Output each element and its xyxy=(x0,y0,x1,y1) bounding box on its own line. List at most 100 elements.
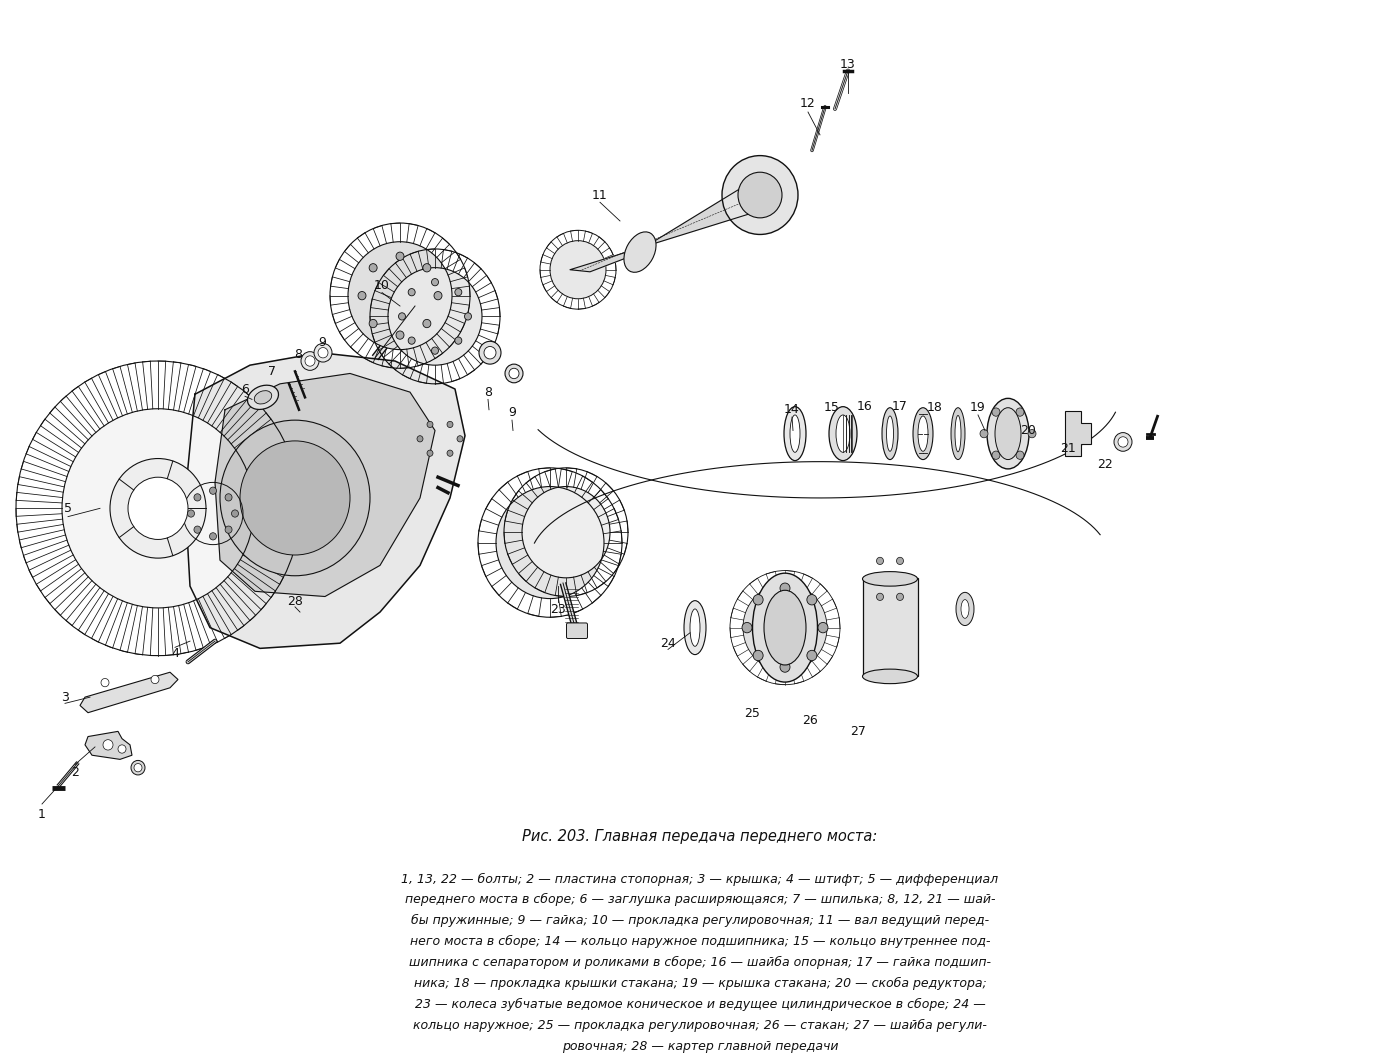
Polygon shape xyxy=(185,353,465,648)
FancyBboxPatch shape xyxy=(567,622,588,638)
Polygon shape xyxy=(1065,411,1091,456)
Circle shape xyxy=(431,279,438,286)
Circle shape xyxy=(358,292,365,300)
Circle shape xyxy=(907,576,913,582)
Circle shape xyxy=(785,190,792,199)
Circle shape xyxy=(132,761,146,775)
Ellipse shape xyxy=(918,416,928,451)
Text: переднего моста в сборе; 6 — заглушка расширяющаяся; 7 — шпилька; 8, 12, 21 — ша: переднего моста в сборе; 6 — заглушка ра… xyxy=(405,894,995,907)
Circle shape xyxy=(314,344,332,362)
Text: 23 — колеса зубчатые ведомое коническое и ведущее цилиндрическое в сборе; 24 —: 23 — колеса зубчатые ведомое коническое … xyxy=(414,998,986,1011)
Circle shape xyxy=(522,486,610,578)
Circle shape xyxy=(993,451,1000,460)
Ellipse shape xyxy=(690,609,700,646)
Ellipse shape xyxy=(955,415,960,452)
Text: 26: 26 xyxy=(802,715,818,728)
Circle shape xyxy=(455,337,462,345)
Circle shape xyxy=(301,352,319,370)
Ellipse shape xyxy=(624,232,657,272)
Ellipse shape xyxy=(248,385,279,410)
Text: 16: 16 xyxy=(857,400,872,413)
Text: 13: 13 xyxy=(840,57,855,71)
Text: 1: 1 xyxy=(38,808,46,820)
Ellipse shape xyxy=(995,408,1021,460)
Circle shape xyxy=(231,510,238,517)
Text: 6: 6 xyxy=(241,383,249,396)
Circle shape xyxy=(101,679,109,686)
Circle shape xyxy=(993,408,1000,416)
Ellipse shape xyxy=(829,406,857,461)
Circle shape xyxy=(195,526,202,533)
Circle shape xyxy=(195,494,202,501)
Circle shape xyxy=(496,486,603,599)
Circle shape xyxy=(770,217,778,226)
Circle shape xyxy=(127,478,188,539)
Circle shape xyxy=(427,421,433,428)
Circle shape xyxy=(409,337,416,345)
Circle shape xyxy=(1028,430,1036,437)
Circle shape xyxy=(447,450,454,456)
Circle shape xyxy=(742,217,749,226)
Polygon shape xyxy=(80,672,178,713)
Circle shape xyxy=(505,364,524,383)
Circle shape xyxy=(1016,408,1023,416)
Circle shape xyxy=(876,594,883,600)
Ellipse shape xyxy=(784,406,806,461)
Text: 23: 23 xyxy=(550,603,566,616)
Ellipse shape xyxy=(886,416,893,451)
Circle shape xyxy=(417,436,423,442)
Text: 7: 7 xyxy=(267,365,276,378)
Text: ника; 18 — прокладка крышки стакана; 19 — крышка стакана; 20 — скоба редуктора;: ника; 18 — прокладка крышки стакана; 19 … xyxy=(413,977,987,991)
Circle shape xyxy=(104,739,113,750)
Text: 17: 17 xyxy=(892,400,909,413)
Circle shape xyxy=(510,368,519,379)
Ellipse shape xyxy=(882,408,897,460)
Circle shape xyxy=(423,264,431,272)
Text: 21: 21 xyxy=(1060,442,1075,454)
Circle shape xyxy=(305,355,315,366)
Ellipse shape xyxy=(685,601,706,654)
Ellipse shape xyxy=(862,669,917,684)
Circle shape xyxy=(456,436,463,442)
Text: 4: 4 xyxy=(171,647,179,660)
Ellipse shape xyxy=(836,415,850,452)
Text: бы пружинные; 9 — гайка; 10 — прокладка регулировочная; 11 — вал ведущий перед-: бы пружинные; 9 — гайка; 10 — прокладка … xyxy=(412,914,988,928)
Text: 5: 5 xyxy=(64,502,71,515)
Circle shape xyxy=(447,421,454,428)
Text: 24: 24 xyxy=(661,636,676,650)
Circle shape xyxy=(742,622,752,633)
Text: 12: 12 xyxy=(801,97,816,111)
Circle shape xyxy=(1119,436,1128,447)
Text: 3: 3 xyxy=(62,691,69,703)
Circle shape xyxy=(151,676,160,684)
Circle shape xyxy=(722,155,798,234)
Text: 10: 10 xyxy=(374,279,391,292)
Circle shape xyxy=(738,172,783,218)
Text: 15: 15 xyxy=(825,401,840,414)
FancyBboxPatch shape xyxy=(862,578,918,677)
Circle shape xyxy=(896,594,903,600)
Polygon shape xyxy=(85,731,132,760)
Circle shape xyxy=(370,319,377,328)
Circle shape xyxy=(753,595,763,605)
Ellipse shape xyxy=(956,593,974,626)
Ellipse shape xyxy=(255,390,272,404)
Circle shape xyxy=(753,650,763,661)
Circle shape xyxy=(743,584,827,671)
Text: 14: 14 xyxy=(784,403,799,416)
Text: Рис. 203. Главная передача переднего моста:: Рис. 203. Главная передача переднего мос… xyxy=(522,829,878,844)
Text: 28: 28 xyxy=(287,595,302,609)
Circle shape xyxy=(484,347,496,359)
Circle shape xyxy=(742,165,749,173)
Ellipse shape xyxy=(862,571,917,586)
Circle shape xyxy=(1114,433,1133,451)
Text: 20: 20 xyxy=(1021,425,1036,437)
Circle shape xyxy=(370,264,377,272)
Polygon shape xyxy=(216,373,435,597)
Circle shape xyxy=(210,533,217,539)
Circle shape xyxy=(806,650,816,661)
Circle shape xyxy=(806,595,816,605)
Circle shape xyxy=(896,558,903,565)
Text: 11: 11 xyxy=(592,188,608,201)
Circle shape xyxy=(239,440,350,555)
